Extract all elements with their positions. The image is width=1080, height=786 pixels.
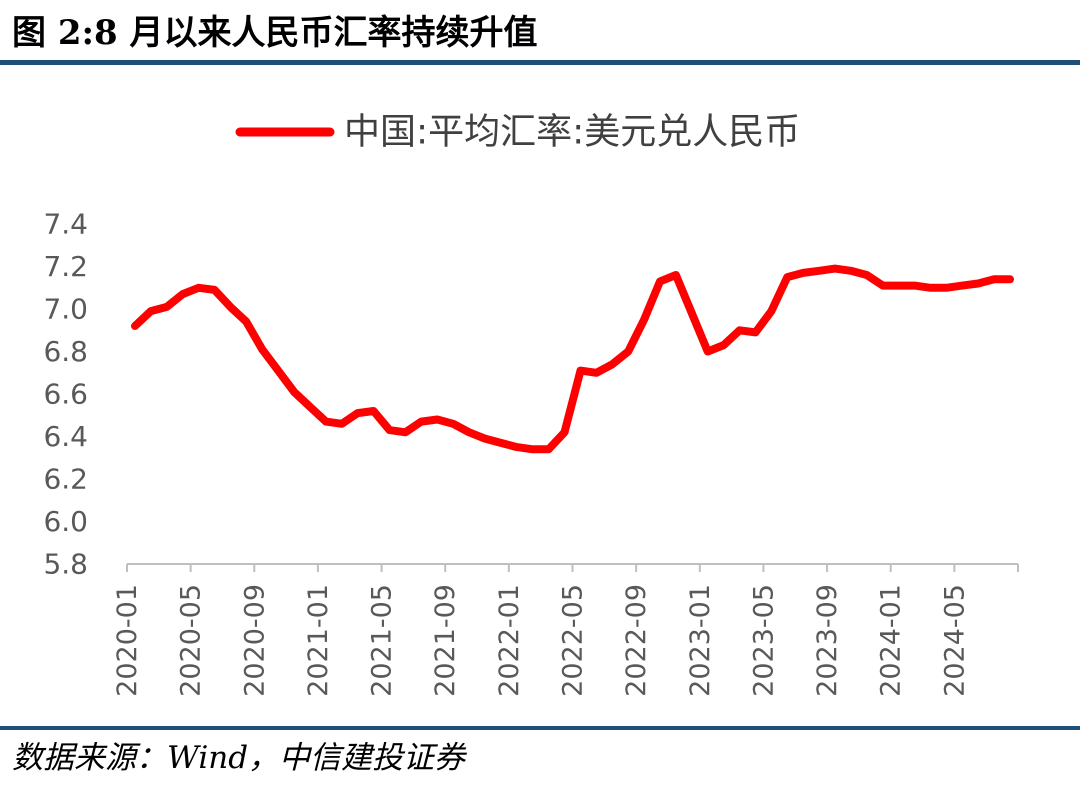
bottom-rule — [0, 726, 1080, 730]
y-tick-label: 6.2 — [43, 463, 88, 496]
y-tick-label: 7.2 — [43, 250, 88, 283]
y-tick-label: 7.4 — [43, 208, 88, 241]
x-tick-label: 2022-09 — [621, 584, 652, 697]
y-tick-label: 6.8 — [43, 335, 88, 368]
x-tick-label: 2024-05 — [939, 584, 970, 697]
x-tick-label: 2023-01 — [685, 584, 716, 697]
x-tick-label: 2023-09 — [812, 584, 843, 697]
x-tick-label: 2024-01 — [876, 584, 907, 697]
y-tick-label: 5.8 — [43, 548, 88, 581]
x-tick-label: 2021-01 — [303, 584, 334, 697]
y-tick-label: 6.4 — [43, 420, 88, 453]
figure-title: 图 2:8 月以来人民币汇率持续升值 — [12, 13, 538, 53]
x-tick-label: 2020-01 — [112, 584, 143, 697]
x-tick-label: 2021-09 — [430, 584, 461, 697]
legend: 中国:平均汇率:美元兑人民币 — [235, 112, 800, 153]
x-tick-label: 2022-01 — [494, 584, 525, 697]
top-rule — [0, 60, 1080, 65]
source-note: 数据来源：Wind，中信建投证券 — [12, 740, 466, 776]
exchange-rate-chart: 中国:平均汇率:美元兑人民币 7.4 7.2 7.0 6.8 6.6 6.4 6.2 6.0 5… — [43, 112, 1019, 697]
x-tick-label: 2021-05 — [367, 584, 398, 697]
x-tick-label: 2022-05 — [558, 584, 589, 697]
y-tick-label: 7.0 — [43, 293, 88, 326]
legend-label: 中国:平均汇率:美元兑人民币 — [344, 112, 800, 153]
y-tick-label: 6.6 — [43, 378, 88, 411]
x-tick-label: 2020-05 — [176, 584, 207, 697]
y-axis-tick-labels: 7.4 7.2 7.0 6.8 6.6 6.4 6.2 6.0 5.8 — [43, 208, 88, 581]
plot-area — [131, 264, 1014, 454]
x-axis: 2020-01 2020-05 2020-09 2021-01 2021-05 2021-… — [112, 563, 1019, 697]
x-tick-label: 2020-09 — [239, 584, 270, 697]
x-tick-label: 2023-05 — [748, 584, 779, 697]
y-tick-label: 6.0 — [43, 505, 88, 538]
series-line — [131, 264, 1014, 454]
